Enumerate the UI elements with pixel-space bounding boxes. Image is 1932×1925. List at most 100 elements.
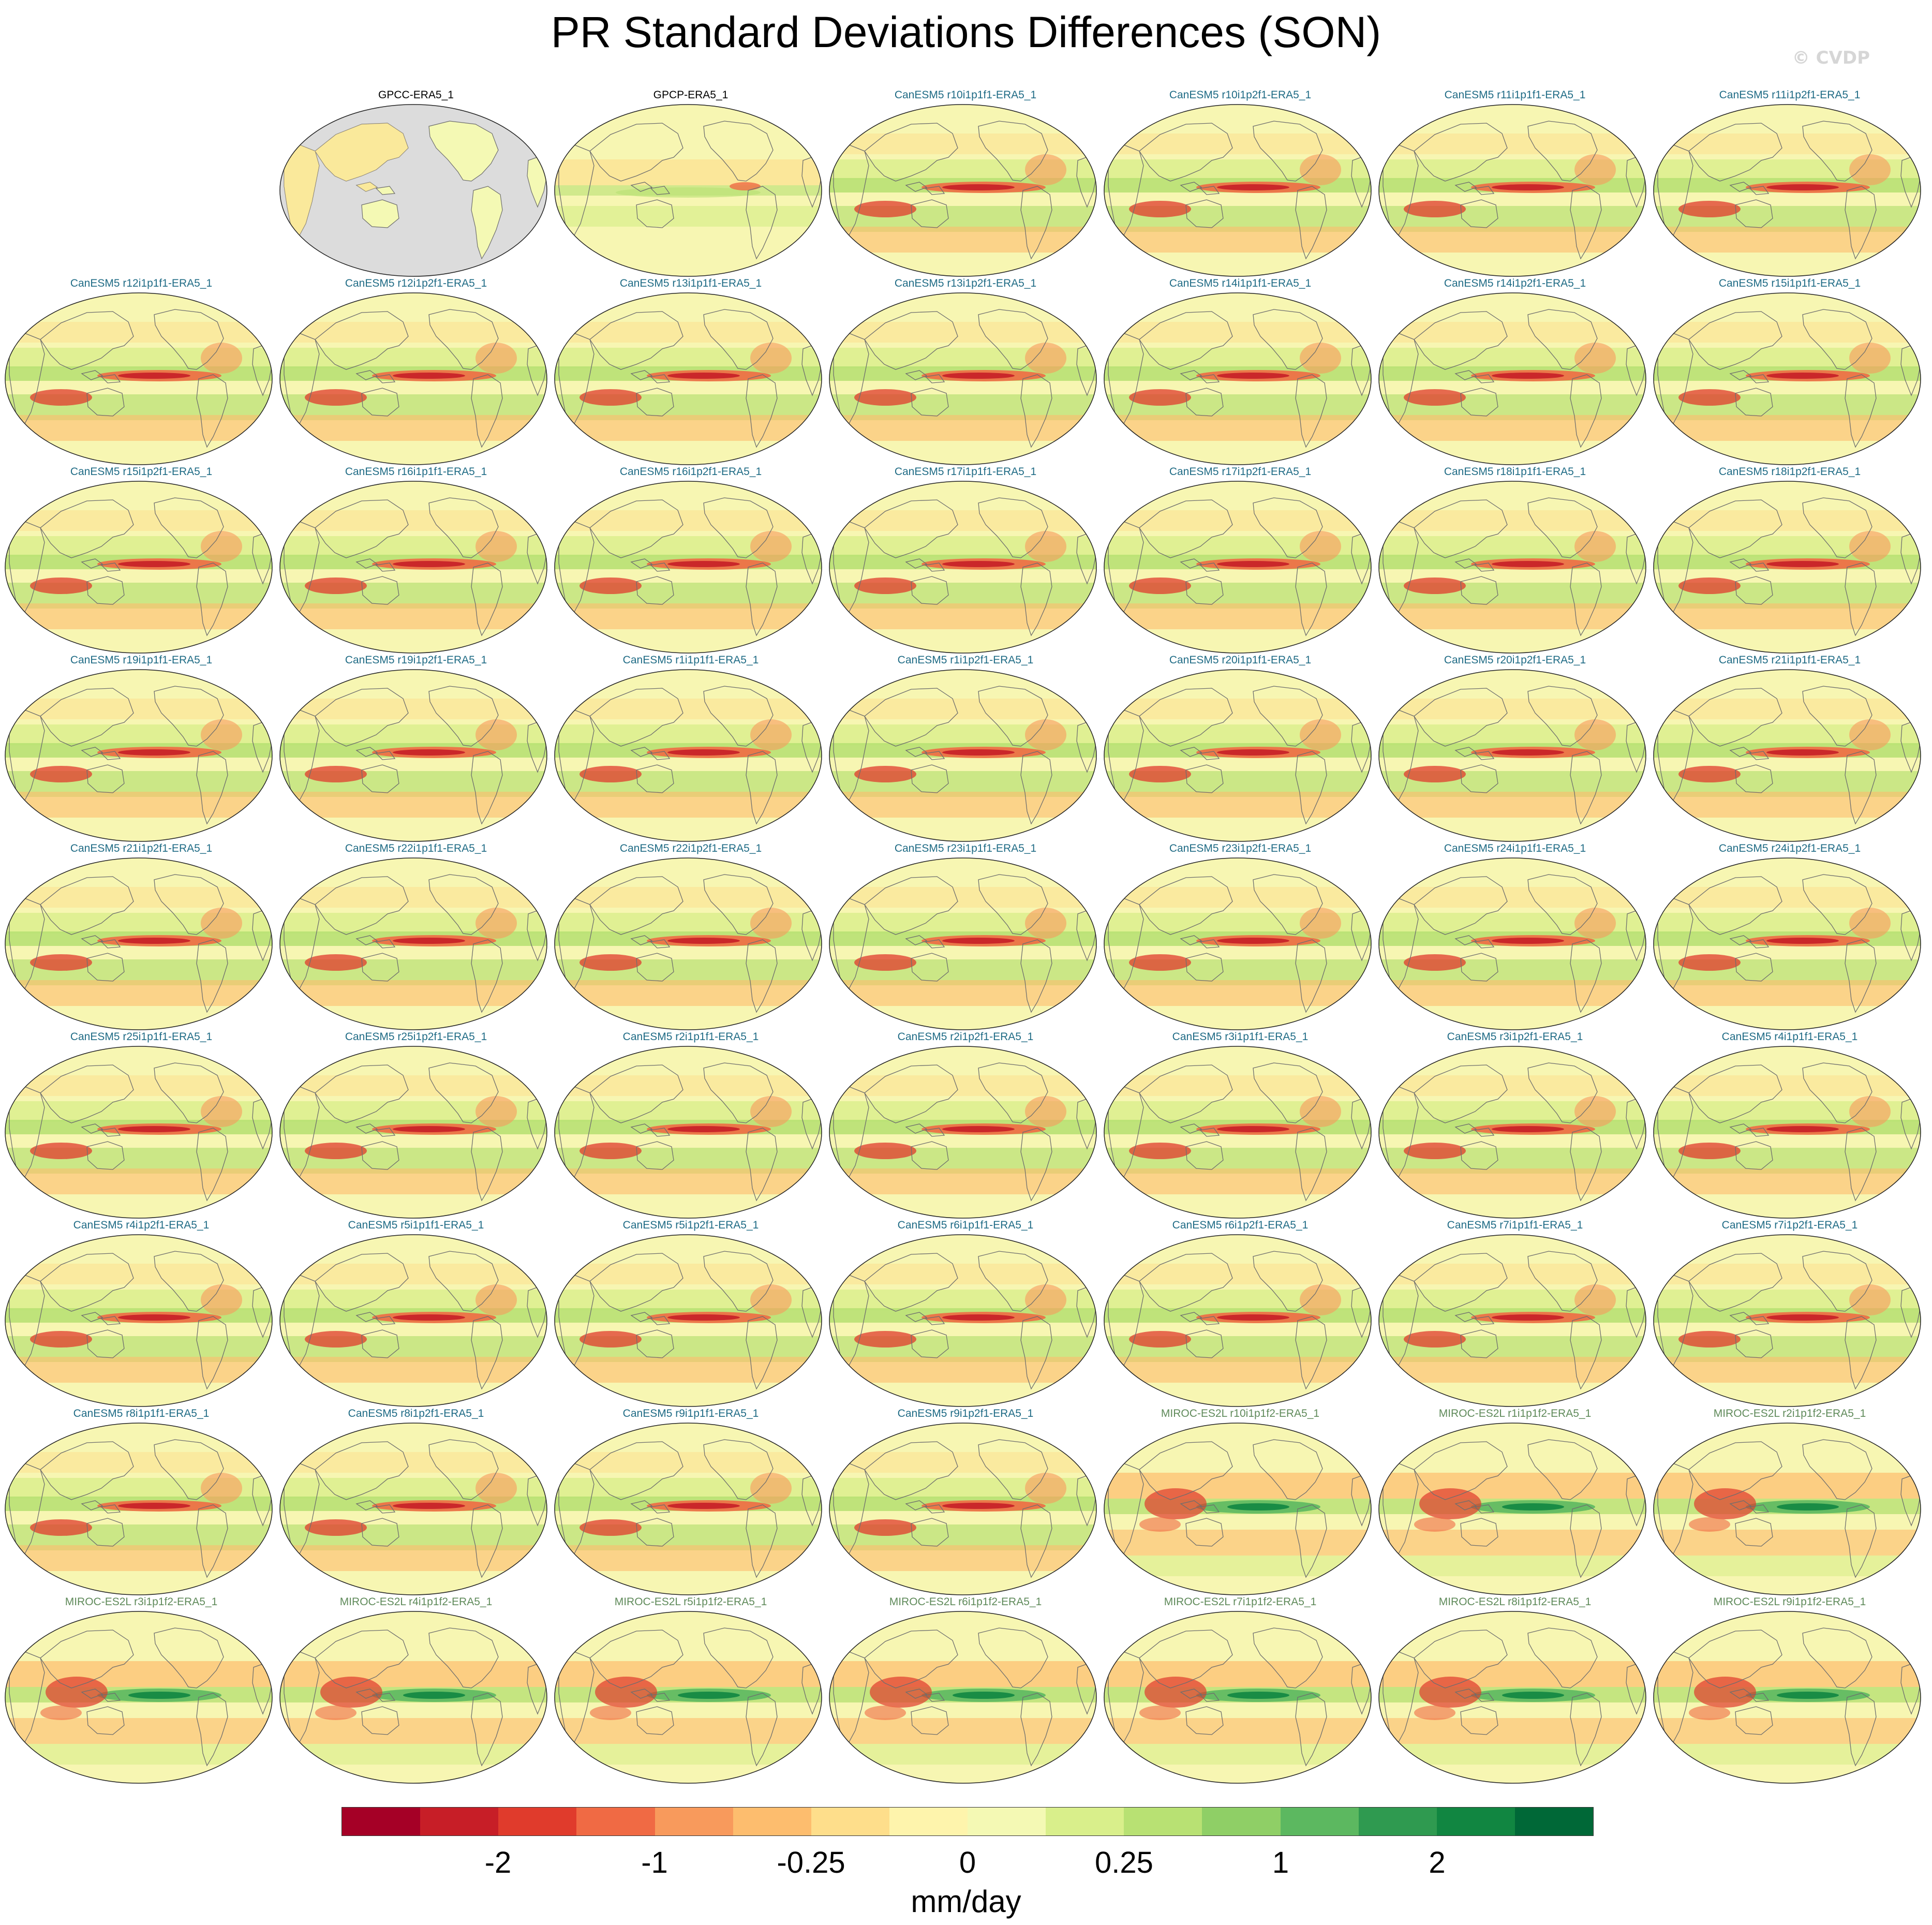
globe-map: [554, 1611, 822, 1784]
coastline: [1802, 874, 1872, 935]
coastline: [1295, 1504, 1327, 1578]
coastline: [1657, 521, 1693, 615]
coastline: [1454, 1312, 1477, 1322]
panel-title: CanESM5 r24i1p2f1-ERA5_1: [1718, 842, 1861, 854]
coastline: [154, 686, 224, 747]
coastline: [1295, 751, 1327, 825]
globe-outline: [1104, 669, 1372, 842]
coastline: [1295, 186, 1327, 260]
coastline: [558, 144, 595, 238]
panel-title: CanESM5 r22i1p2f1-ERA5_1: [619, 842, 762, 854]
map-panel: CanESM5 r12i1p1f1-ERA5_1: [4, 277, 278, 467]
coastline: [1199, 1316, 1220, 1325]
map-panel: CanESM5 r3i1p1f1-ERA5_1: [1103, 1031, 1377, 1220]
panel-title: CanESM5 r13i1p1f1-ERA5_1: [619, 277, 762, 289]
coastline: [428, 309, 499, 370]
globe-outline: [5, 1234, 273, 1407]
coastline: [40, 499, 134, 558]
coastline: [630, 1689, 653, 1699]
coastline: [284, 1651, 320, 1745]
globe-map: [279, 857, 547, 1030]
coastline: [978, 497, 1048, 558]
coastline: [355, 558, 378, 569]
coastline: [925, 562, 945, 572]
globe-map: [5, 669, 273, 842]
globe-map: [5, 1234, 273, 1407]
globe-outline: [554, 857, 822, 1030]
coastline: [355, 1500, 378, 1511]
globe-map: [829, 1423, 1097, 1595]
colorbar-box: [1514, 1808, 1593, 1835]
globe-map: [1378, 857, 1646, 1030]
coastline: [1253, 309, 1323, 370]
coastline: [1020, 1693, 1052, 1767]
coastline: [355, 747, 378, 757]
panel-title: CanESM5 r2i1p1f1-ERA5_1: [622, 1031, 759, 1043]
coastline: [1108, 144, 1144, 238]
map-panel: CanESM5 r12i1p2f1-ERA5_1: [279, 277, 553, 467]
colorbar-box: [968, 1808, 1046, 1835]
coastline: [1729, 182, 1752, 192]
coastline: [703, 497, 774, 558]
coastline: [1180, 1123, 1202, 1134]
coastline: [1020, 374, 1052, 448]
coastline: [1383, 521, 1419, 615]
coastline: [1414, 1253, 1508, 1312]
coastline: [1657, 898, 1693, 991]
map-panel: CanESM5 r17i1p2f1-ERA5_1: [1103, 466, 1377, 655]
coastline: [1139, 1064, 1233, 1123]
map-panel: CanESM5 r13i1p1f1-ERA5_1: [554, 277, 828, 467]
map-panel: CanESM5 r9i1p1f1-ERA5_1: [554, 1408, 828, 1597]
colorbar-tick-label: -2: [484, 1846, 512, 1879]
coastline: [630, 1123, 653, 1134]
coastline: [925, 1504, 945, 1514]
map-panel: CanESM5 r22i1p2f1-ERA5_1: [554, 842, 828, 1032]
coastline: [589, 123, 683, 182]
panel-title: MIROC-ES2L r6i1p1f2-ERA5_1: [889, 1596, 1042, 1608]
coastline: [1474, 186, 1495, 195]
coastline: [636, 1141, 674, 1170]
coastline: [1185, 388, 1224, 417]
coastline: [636, 1329, 674, 1358]
coastline: [833, 1463, 869, 1557]
panel-title: CanESM5 r23i1p2f1-ERA5_1: [1169, 842, 1312, 854]
coastline: [978, 1627, 1048, 1689]
coastline: [864, 123, 958, 182]
coastline: [361, 576, 399, 605]
map-panel: CanESM5 r20i1p2f1-ERA5_1: [1378, 654, 1652, 843]
coastline: [1657, 1651, 1693, 1745]
coastline: [375, 1504, 396, 1514]
coastline: [471, 1128, 503, 1202]
panel-title: CanESM5 r4i1p1f1-ERA5_1: [1721, 1031, 1858, 1043]
globe-outline: [1104, 1046, 1372, 1219]
coastline: [864, 499, 958, 558]
globe-outline: [1378, 1046, 1646, 1219]
globe-map: [1653, 292, 1921, 465]
coastline: [1802, 1627, 1872, 1689]
coastline: [1020, 1316, 1052, 1390]
panel-title: CanESM5 r25i1p1f1-ERA5_1: [70, 1031, 213, 1043]
coastline: [558, 521, 595, 615]
coastline: [1729, 1689, 1752, 1699]
coastline: [1802, 121, 1872, 182]
coastline: [1295, 1316, 1327, 1390]
coastline: [196, 939, 228, 1013]
coastline: [1657, 709, 1693, 803]
coastline: [1383, 1275, 1419, 1368]
coastline: [154, 497, 224, 558]
colorbar-box: [1124, 1808, 1202, 1835]
coastline: [1527, 309, 1598, 370]
map-panel: CanESM5 r15i1p1f1-ERA5_1: [1653, 277, 1927, 467]
coastline: [1570, 1316, 1602, 1390]
coastline: [154, 1251, 224, 1312]
coastline: [911, 1329, 949, 1358]
coastline: [1460, 1329, 1498, 1358]
map-panel: CanESM5 r11i1p2f1-ERA5_1: [1653, 89, 1927, 278]
coastline: [86, 764, 125, 793]
coastline: [630, 182, 653, 192]
coastline: [1749, 1316, 1770, 1325]
coastline: [1729, 747, 1752, 757]
coastline: [81, 1312, 103, 1322]
coastline: [1139, 311, 1233, 370]
colorbar-box: [1280, 1808, 1359, 1835]
